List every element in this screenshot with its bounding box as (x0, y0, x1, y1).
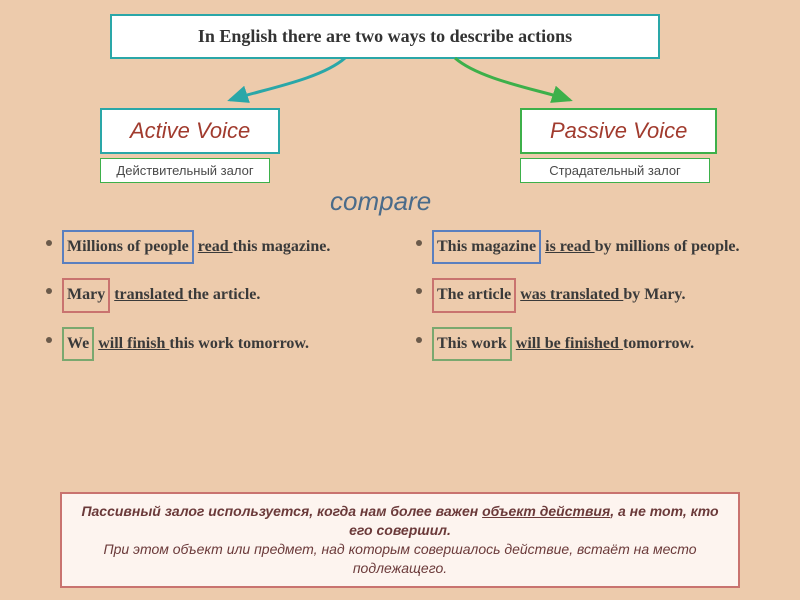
passive-example-0: This magazine is read by millions of peo… (410, 230, 770, 264)
active-example-1: Mary translated the article. (40, 278, 400, 312)
bullet-icon (416, 337, 422, 343)
active-subtitle-box: Действительный залог (100, 158, 270, 183)
passive-verb-0: is read (545, 238, 594, 255)
footer-line-2: При этом объект или предмет, над которым… (78, 540, 722, 578)
active-voice-label: Active Voice (130, 118, 250, 143)
active-examples-column: Millions of people read this magazine. Ma… (40, 230, 400, 375)
active-highlight-2: We (62, 327, 94, 361)
passive-voice-label: Passive Voice (550, 118, 687, 143)
passive-subtitle-text: Страдательный залог (549, 163, 681, 178)
passive-highlight-0: This magazine (432, 230, 541, 264)
footer-box: Пассивный залог используется, когда нам … (60, 492, 740, 588)
passive-subtitle-box: Страдательный залог (520, 158, 710, 183)
active-example-2: We will finish this work tomorrow. (40, 327, 400, 361)
passive-rest-2: tomorrow. (623, 335, 694, 352)
compare-label: compare (330, 186, 431, 217)
passive-verb-2: will be finished (516, 335, 623, 352)
active-highlight-0: Millions of people (62, 230, 194, 264)
active-verb-2: will finish (98, 335, 169, 352)
passive-voice-box: Passive Voice (520, 108, 717, 154)
active-rest-2: this work tomorrow. (169, 335, 309, 352)
bullet-icon (46, 288, 52, 294)
passive-highlight-2: This work (432, 327, 512, 361)
bullet-icon (46, 240, 52, 246)
active-verb-0: read (198, 238, 233, 255)
passive-examples-column: This magazine is read by millions of peo… (410, 230, 770, 375)
bullet-icon (46, 337, 52, 343)
active-verb-1: translated (114, 286, 187, 303)
active-subtitle-text: Действительный залог (116, 163, 253, 178)
active-rest-0: this magazine. (233, 238, 331, 255)
footer-line-1: Пассивный залог используется, когда нам … (78, 502, 722, 540)
bullet-icon (416, 240, 422, 246)
passive-example-2: This work will be finished tomorrow. (410, 327, 770, 361)
active-example-0: Millions of people read this magazine. (40, 230, 400, 264)
passive-rest-1: by Mary. (623, 286, 685, 303)
bullet-icon (416, 288, 422, 294)
active-highlight-1: Mary (62, 278, 110, 312)
active-voice-box: Active Voice (100, 108, 280, 154)
passive-highlight-1: The article (432, 278, 516, 312)
passive-verb-1: was translated (520, 286, 623, 303)
passive-rest-0: by millions of people. (595, 238, 740, 255)
passive-example-1: The article was translated by Mary. (410, 278, 770, 312)
active-rest-1: the article. (188, 286, 261, 303)
